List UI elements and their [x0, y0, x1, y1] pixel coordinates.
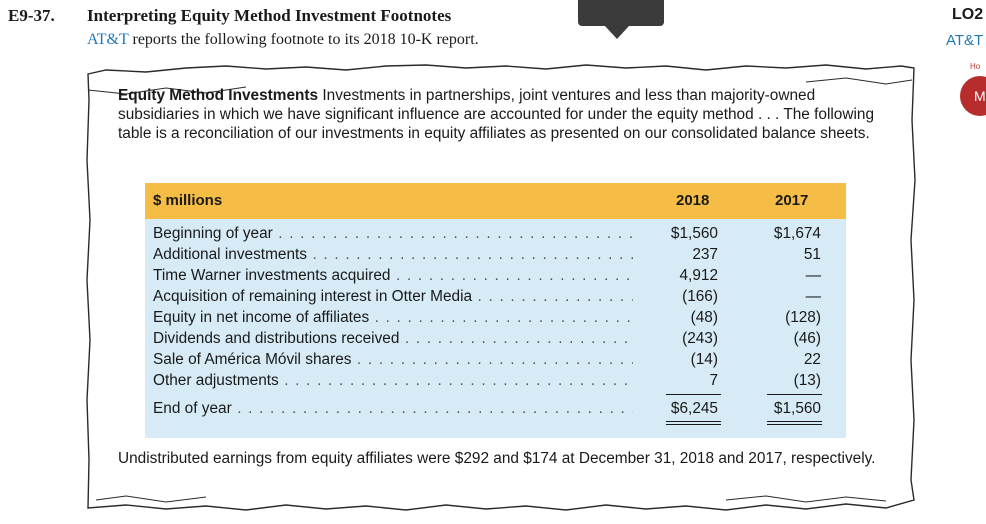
footnote-body: Investments in partnerships, joint ventu… — [118, 87, 875, 142]
side-badge-button[interactable]: M — [960, 76, 986, 116]
row-value-2017: — — [805, 288, 821, 305]
subtotal-rule — [767, 394, 822, 395]
side-company-label: AT&T — [946, 32, 984, 49]
tooltip-arrow-icon — [605, 26, 629, 39]
row-value-2017: $1,674 — [773, 225, 821, 242]
tooltip-popup — [578, 0, 664, 26]
table-total-row: End of year . . . . . . . . . . . . . . … — [153, 400, 821, 417]
row-value-2018: (243) — [682, 330, 718, 347]
side-hint-text: Ho — [970, 62, 981, 71]
table-row: Acquisition of remaining interest in Ott… — [153, 288, 821, 305]
table-row: Beginning of year . . . . . . . . . . . … — [153, 225, 821, 242]
double-rule — [767, 421, 822, 422]
row-label: Acquisition of remaining interest in Ott… — [153, 288, 473, 305]
row-value-2017: (46) — [793, 330, 821, 347]
exercise-intro: AT&T reports the following footnote to i… — [87, 31, 479, 49]
row-value-2017: 22 — [803, 351, 821, 368]
double-rule — [767, 424, 822, 425]
table-header-2017: 2017 — [775, 192, 809, 209]
table-row: Time Warner investments acquired . . . .… — [153, 267, 821, 284]
table-header-2018: 2018 — [676, 192, 710, 209]
row-value-2017: (13) — [793, 372, 821, 389]
row-label: Time Warner investments acquired — [153, 267, 391, 284]
total-value-2018: $6,245 — [670, 400, 718, 417]
row-label: Dividends and distributions received — [153, 330, 400, 347]
footnote-heading: Equity Method Investments — [118, 87, 319, 104]
footnote-paragraph: Equity Method Investments Investments in… — [118, 86, 888, 143]
double-rule — [666, 421, 721, 422]
row-label: Other adjustments — [153, 372, 279, 389]
table-header-row: $ millions 2018 2017 — [145, 183, 846, 219]
total-value-2017: $1,560 — [773, 400, 821, 417]
table-row: Dividends and distributions received . .… — [153, 330, 821, 347]
row-label: Equity in net income of affiliates — [153, 309, 370, 326]
row-value-2017: — — [805, 267, 821, 284]
exercise-intro-text: reports the following footnote to its 20… — [128, 31, 479, 48]
row-value-2018: 7 — [709, 372, 718, 389]
row-value-2018: $1,560 — [670, 225, 718, 242]
row-label: Sale of América Móvil shares — [153, 351, 352, 368]
row-value-2018: (166) — [682, 288, 718, 305]
row-value-2017: (128) — [785, 309, 821, 326]
reconciliation-table: $ millions 2018 2017 Beginning of year .… — [145, 183, 846, 438]
footnote-footer: Undistributed earnings from equity affil… — [118, 450, 876, 467]
row-value-2018: (14) — [690, 351, 718, 368]
exercise-number: E9-37. — [8, 6, 55, 25]
row-label: Beginning of year — [153, 225, 273, 242]
subtotal-rule — [666, 394, 721, 395]
row-value-2018: (48) — [690, 309, 718, 326]
learning-objective-label: LO2 — [952, 6, 984, 23]
table-header-units: $ millions — [153, 192, 223, 209]
row-value-2018: 4,912 — [679, 267, 718, 284]
exercise-title: Interpreting Equity Method Investment Fo… — [87, 6, 452, 25]
total-label: End of year — [153, 400, 232, 417]
table-row: Other adjustments . . . . . . . . . . . … — [153, 372, 821, 389]
table-row: Sale of América Móvil shares . . . . . .… — [153, 351, 821, 368]
table-row: Additional investments . . . . . . . . .… — [153, 246, 821, 263]
double-rule — [666, 424, 721, 425]
table-row: Equity in net income of affiliates . . .… — [153, 309, 821, 326]
row-label: Additional investments — [153, 246, 307, 263]
company-name: AT&T — [87, 31, 129, 48]
row-value-2018: 237 — [692, 246, 718, 263]
row-value-2017: 51 — [803, 246, 821, 263]
